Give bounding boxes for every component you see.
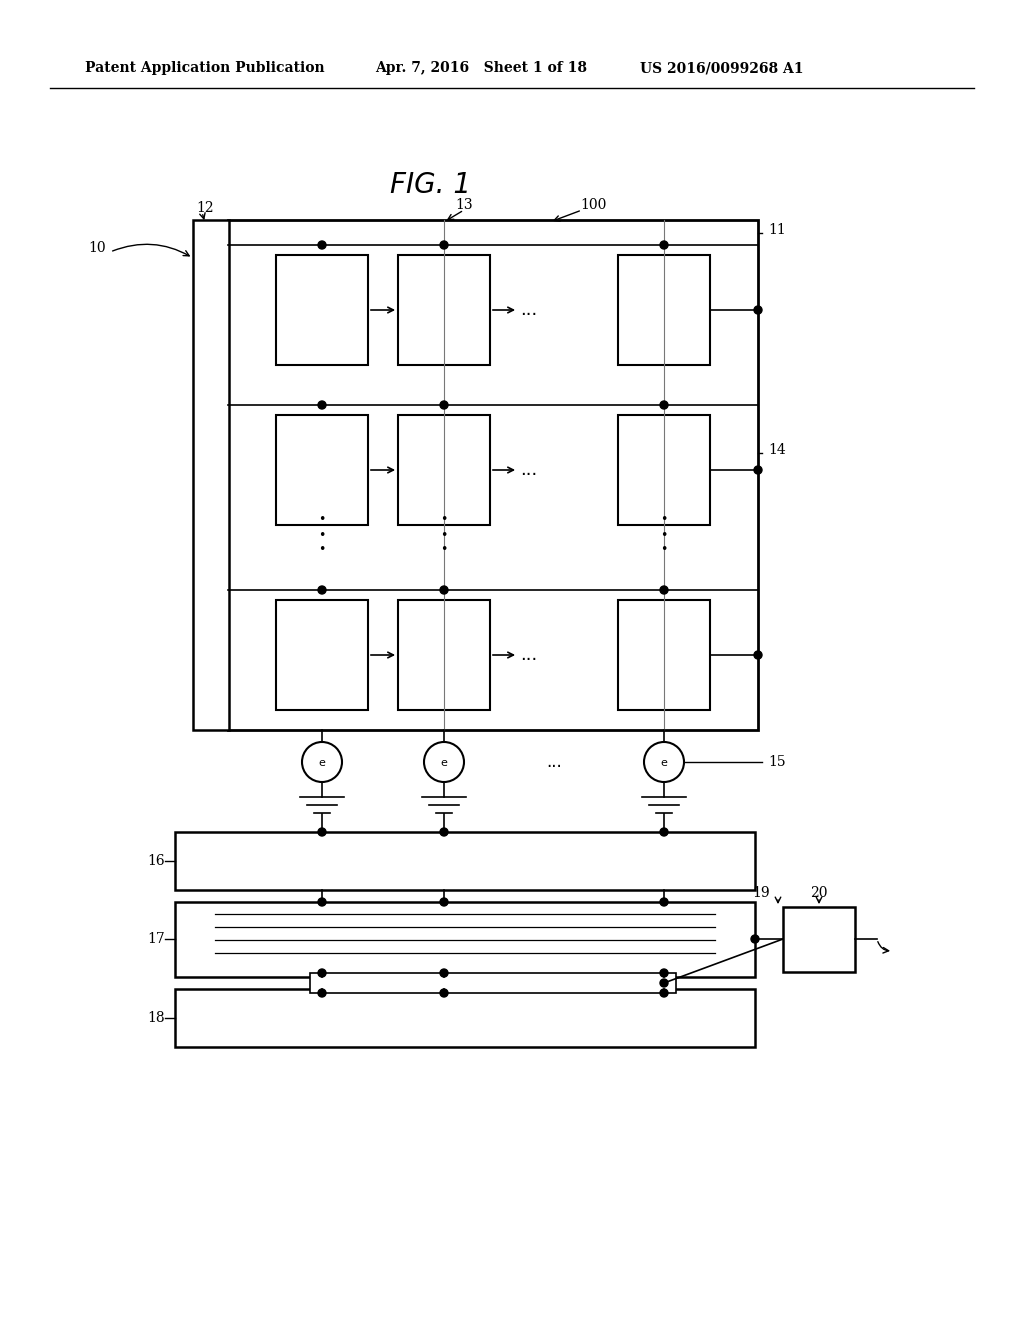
Bar bbox=[618, 255, 710, 366]
Text: •: • bbox=[318, 528, 326, 541]
Text: 100: 100 bbox=[580, 198, 606, 213]
Text: ...: ... bbox=[546, 752, 562, 771]
Bar bbox=[276, 601, 368, 710]
Text: e: e bbox=[660, 758, 668, 768]
Circle shape bbox=[660, 586, 668, 594]
Circle shape bbox=[660, 969, 668, 977]
Bar bbox=[398, 414, 490, 525]
Circle shape bbox=[440, 989, 449, 997]
Circle shape bbox=[440, 586, 449, 594]
Circle shape bbox=[318, 898, 326, 906]
Circle shape bbox=[440, 969, 449, 977]
Circle shape bbox=[318, 969, 326, 977]
Text: 11: 11 bbox=[768, 223, 785, 238]
Text: 10: 10 bbox=[88, 242, 105, 255]
Text: •: • bbox=[318, 544, 326, 557]
Circle shape bbox=[754, 651, 762, 659]
Text: e: e bbox=[440, 758, 447, 768]
Circle shape bbox=[660, 898, 668, 906]
Text: •: • bbox=[440, 528, 447, 541]
Text: e: e bbox=[318, 758, 326, 768]
Bar bbox=[276, 414, 368, 525]
Circle shape bbox=[440, 828, 449, 836]
Circle shape bbox=[318, 989, 326, 997]
Bar bbox=[228, 220, 758, 730]
Circle shape bbox=[318, 586, 326, 594]
Text: Patent Application Publication: Patent Application Publication bbox=[85, 61, 325, 75]
Text: Apr. 7, 2016   Sheet 1 of 18: Apr. 7, 2016 Sheet 1 of 18 bbox=[375, 61, 587, 75]
Text: •: • bbox=[440, 544, 447, 557]
Circle shape bbox=[318, 242, 326, 249]
Text: 12: 12 bbox=[196, 201, 214, 215]
Text: FIG. 1: FIG. 1 bbox=[389, 172, 470, 199]
Bar bbox=[175, 902, 755, 977]
Text: US 2016/0099268 A1: US 2016/0099268 A1 bbox=[640, 61, 804, 75]
Circle shape bbox=[754, 306, 762, 314]
Circle shape bbox=[660, 828, 668, 836]
Bar bbox=[276, 255, 368, 366]
Text: •: • bbox=[660, 528, 668, 541]
Text: •: • bbox=[660, 513, 668, 527]
Text: 16: 16 bbox=[147, 854, 165, 869]
Bar bbox=[618, 414, 710, 525]
Bar bbox=[618, 601, 710, 710]
Bar bbox=[175, 832, 755, 890]
Text: 17: 17 bbox=[147, 932, 165, 946]
Text: ...: ... bbox=[520, 461, 538, 479]
Circle shape bbox=[660, 989, 668, 997]
Bar bbox=[175, 989, 755, 1047]
Text: 19: 19 bbox=[753, 886, 770, 900]
Circle shape bbox=[660, 979, 668, 987]
Circle shape bbox=[318, 401, 326, 409]
Text: ...: ... bbox=[520, 645, 538, 664]
Text: •: • bbox=[440, 513, 447, 527]
Circle shape bbox=[440, 242, 449, 249]
Bar bbox=[398, 601, 490, 710]
Bar bbox=[193, 220, 229, 730]
Bar bbox=[783, 907, 855, 972]
Text: ...: ... bbox=[520, 301, 538, 319]
Text: 14: 14 bbox=[768, 444, 785, 457]
Text: 15: 15 bbox=[768, 755, 785, 770]
Circle shape bbox=[440, 898, 449, 906]
Bar bbox=[398, 255, 490, 366]
Circle shape bbox=[751, 935, 759, 942]
Text: 20: 20 bbox=[810, 886, 827, 900]
Text: •: • bbox=[318, 513, 326, 527]
Text: 18: 18 bbox=[147, 1011, 165, 1026]
Text: •: • bbox=[660, 544, 668, 557]
Circle shape bbox=[440, 401, 449, 409]
Circle shape bbox=[754, 466, 762, 474]
Bar bbox=[310, 973, 676, 993]
Circle shape bbox=[660, 401, 668, 409]
Circle shape bbox=[318, 828, 326, 836]
Circle shape bbox=[660, 242, 668, 249]
Text: 13: 13 bbox=[455, 198, 473, 213]
